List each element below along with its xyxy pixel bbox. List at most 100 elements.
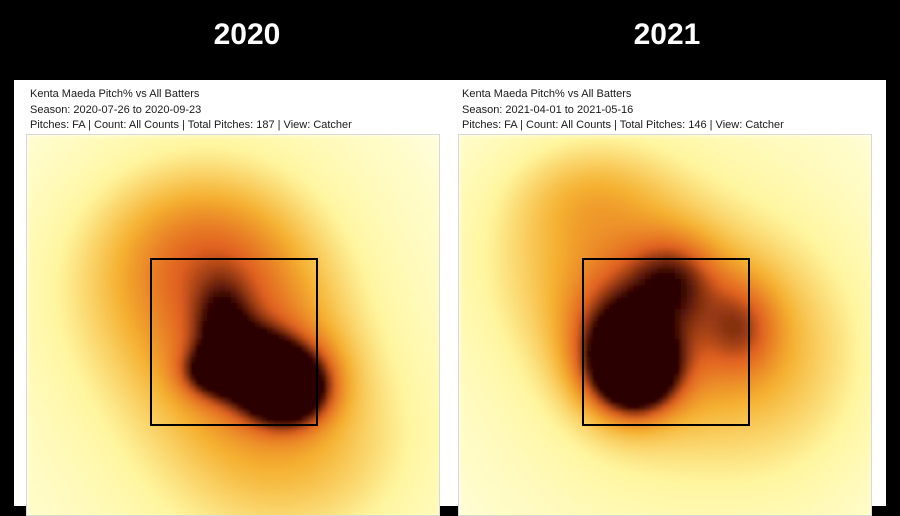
heatmap-cell (393, 285, 400, 292)
heatmap-cell (69, 261, 76, 268)
heatmap-cell (279, 411, 286, 418)
heatmap-cell (81, 303, 88, 310)
heatmap-cell (339, 393, 346, 400)
heatmap-cell (375, 387, 382, 394)
heatmap-cell (69, 207, 76, 214)
heatmap-cell (237, 351, 244, 358)
heatmap-cell (111, 177, 118, 184)
heatmap-cell (357, 333, 364, 340)
heatmap-cell (105, 399, 112, 406)
heatmap-cell (57, 513, 64, 515)
heatmap-cell (219, 393, 226, 400)
heatmap-cell (99, 141, 106, 148)
heatmap-cell (117, 297, 124, 304)
heatmap-cell (219, 291, 226, 298)
heatmap-cell (117, 423, 124, 430)
heatmap-cell (45, 207, 52, 214)
heatmap-cell (387, 405, 394, 412)
heatmap-cell (213, 273, 220, 280)
heatmap-cell (291, 165, 298, 172)
heatmap-cell (93, 501, 100, 508)
heatmap-cell (165, 405, 172, 412)
heatmap-cell (459, 135, 466, 142)
heatmap-cell (93, 441, 100, 448)
heatmap-cell (339, 453, 346, 460)
heatmap-cell (177, 429, 184, 436)
heatmap-cell (753, 159, 760, 166)
heatmap-cell (321, 171, 328, 178)
heatmap-cell (363, 333, 370, 340)
heatmap-cell (591, 141, 598, 148)
heatmap-cell (231, 447, 238, 454)
heatmap-cell (375, 363, 382, 370)
heatmap-cell (207, 165, 214, 172)
heatmap-cell (75, 141, 82, 148)
heatmap-cell (243, 165, 250, 172)
heatmap-cell (795, 165, 802, 172)
heatmap-cell (297, 171, 304, 178)
heatmap-cell (369, 285, 376, 292)
heatmap-cell (789, 159, 796, 166)
heatmap-cell (315, 447, 322, 454)
heatmap-cell (153, 309, 160, 316)
heatmap-cell (243, 417, 250, 424)
heatmap-cell (417, 465, 424, 472)
heatmap-cell (117, 327, 124, 334)
heatmap-cell (219, 279, 226, 286)
heatmap-cell (291, 441, 298, 448)
heatmap-cell (45, 285, 52, 292)
heatmap-cell (171, 213, 178, 220)
heatmap-cell (171, 417, 178, 424)
heatmap-cell (57, 183, 64, 190)
heatmap-cell (285, 369, 292, 376)
heatmap-cell (339, 159, 346, 166)
heatmap-cell (33, 219, 40, 226)
heatmap-cell (279, 213, 286, 220)
heatmap-cell (99, 345, 106, 352)
heatmap-cell (255, 363, 262, 370)
heatmap-cell (237, 393, 244, 400)
heatmap-cell (675, 153, 682, 160)
heatmap-cell (207, 219, 214, 226)
heatmap-cell (363, 273, 370, 280)
heatmap-cell (399, 273, 406, 280)
heatmap-cell (867, 171, 871, 178)
heatmap-cell (111, 327, 118, 334)
heatmap-cell (243, 267, 250, 274)
heatmap-cell (117, 375, 124, 382)
heatmap-cell (471, 165, 478, 172)
heatmap-cell (33, 297, 40, 304)
heatmap-cell (159, 465, 166, 472)
heatmap-cell (309, 321, 316, 328)
heatmap-cell (345, 357, 352, 364)
heatmap-cell (297, 435, 304, 442)
heatmap-cell (375, 321, 382, 328)
heatmap-cell (51, 207, 58, 214)
heatmap-cell (183, 393, 190, 400)
heatmap-cell (201, 141, 208, 148)
heatmap-cell (237, 495, 244, 502)
chart-filters: Pitches: FA | Count: All Counts | Total … (462, 119, 784, 131)
heatmap-cell (357, 465, 364, 472)
heatmap-cell (405, 189, 412, 196)
heatmap-cell (747, 159, 754, 166)
heatmap-cell (393, 177, 400, 184)
heatmap-cell (27, 141, 34, 148)
heatmap-cell (375, 159, 382, 166)
heatmap-cell (153, 507, 160, 514)
heatmap-cell (165, 417, 172, 424)
heatmap-cell (369, 177, 376, 184)
heatmap-cell (183, 243, 190, 250)
heatmap-cell (123, 513, 130, 515)
heatmap-cell (321, 261, 328, 268)
heatmap-cell (837, 159, 844, 166)
heatmap-cell (387, 465, 394, 472)
heatmap-cell (81, 477, 88, 484)
heatmap-cell (75, 327, 82, 334)
heatmap-cell (261, 465, 268, 472)
heatmap-cell (237, 387, 244, 394)
heatmap-cell (75, 423, 82, 430)
heatmap-cell (807, 159, 814, 166)
heatmap-cell (213, 207, 220, 214)
heatmap-cell (297, 429, 304, 436)
